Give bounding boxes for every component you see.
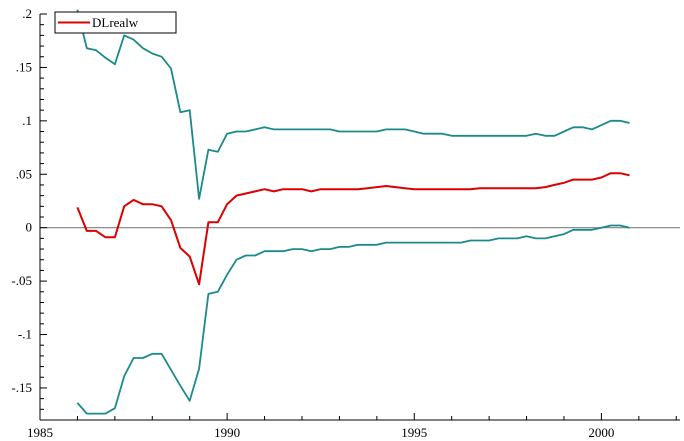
legend-label: DLrealw	[92, 15, 139, 30]
y-tick-label: .1	[22, 113, 32, 128]
series-line-lower-band	[76, 224, 630, 415]
x-tick-label: 1995	[401, 425, 427, 440]
x-tick-label: 1985	[27, 425, 53, 440]
y-tick-label: .15	[16, 59, 32, 74]
x-axis: 1985 1990 1995 2000	[27, 413, 680, 440]
plot-area: 1985 1990 1995 2000 .2 .15 .1 .05 0 -.05 -.1 -.15	[11, 6, 680, 440]
legend-box	[54, 11, 177, 34]
y-tick-label: .05	[16, 166, 32, 181]
series-group	[76, 9, 630, 415]
x-tick-label: 2000	[588, 425, 614, 440]
y-tick-label: -.1	[18, 327, 32, 342]
series-line-upper-band	[76, 9, 630, 200]
x-tick-label: 1990	[214, 425, 240, 440]
y-axis: .2 .15 .1 .05 0 -.05 -.1 -.15	[11, 6, 47, 420]
y-tick-label: -.15	[11, 380, 32, 395]
y-tick-label: 0	[26, 220, 33, 235]
y-tick-label: .2	[22, 6, 32, 21]
legend: DLrealw	[54, 11, 177, 34]
y-tick-label: -.05	[11, 273, 32, 288]
series-line-estimate	[76, 172, 630, 286]
